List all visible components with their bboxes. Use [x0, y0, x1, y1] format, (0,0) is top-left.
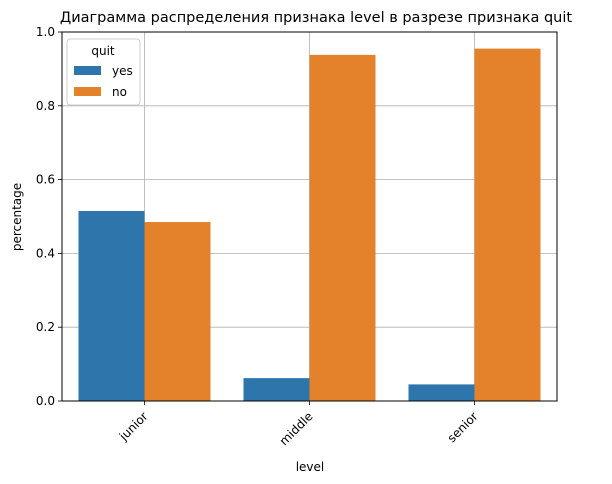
- x-tick-label: junior: [116, 409, 151, 444]
- x-axis-label: level: [296, 460, 325, 474]
- legend-label-no: no: [112, 85, 127, 99]
- y-axis-label: percentage: [10, 183, 24, 251]
- y-tick-label: 0.4: [36, 246, 55, 260]
- x-tick-label: middle: [277, 409, 316, 448]
- y-tick-label: 0.8: [36, 99, 55, 113]
- y-axis: 0.0 0.2 0.4 0.6 0.8 1.0: [36, 25, 62, 408]
- legend-title: quit: [91, 44, 115, 58]
- x-tick-label: senior: [445, 409, 481, 445]
- legend-swatch-no: [74, 87, 101, 96]
- y-tick-label: 0.2: [36, 320, 55, 334]
- bar-yes-senior: [408, 384, 475, 401]
- legend: quit yes no: [66, 38, 141, 106]
- x-axis: junior middle senior: [116, 401, 481, 448]
- bars: [78, 48, 541, 402]
- y-tick-label: 0.6: [36, 173, 55, 187]
- bar-no-senior: [474, 48, 541, 401]
- legend-swatch-yes: [74, 66, 101, 75]
- bar-yes-junior: [78, 210, 145, 401]
- legend-label-yes: yes: [112, 64, 133, 78]
- y-tick-label: 0.0: [36, 394, 55, 408]
- y-tick-label: 1.0: [36, 25, 55, 39]
- bar-no-middle: [309, 54, 376, 402]
- chart-title: Диаграмма распределения признака level в…: [60, 10, 572, 26]
- bar-yes-middle: [243, 378, 310, 401]
- bar-no-junior: [144, 222, 211, 401]
